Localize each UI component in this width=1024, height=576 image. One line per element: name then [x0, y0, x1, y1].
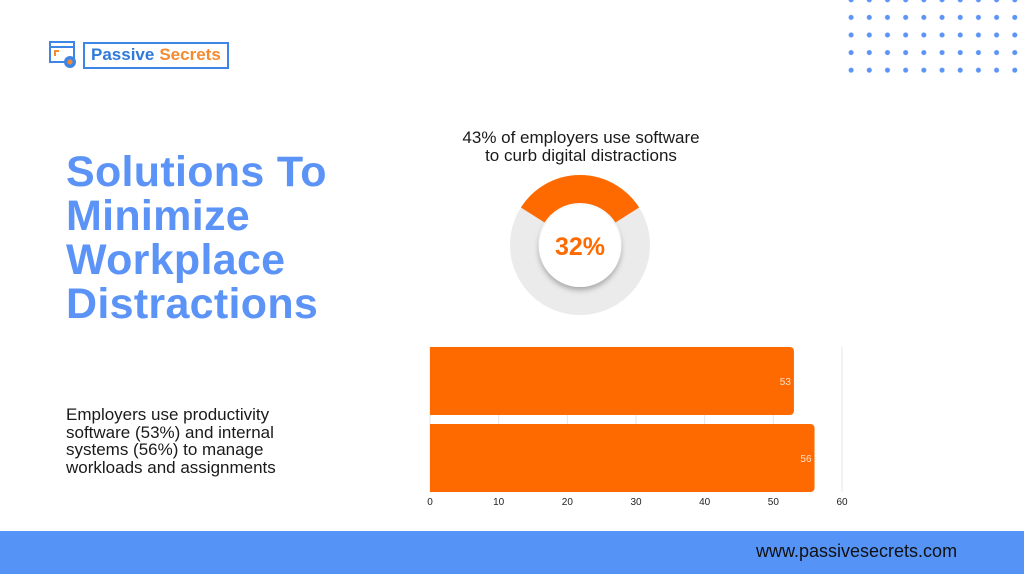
x-tick-label: 40 — [699, 497, 711, 508]
x-tick-label: 60 — [836, 497, 848, 508]
page-title: Solutions To Minimize Workplace Distract… — [66, 150, 327, 326]
description-text: Employers use productivity software (53%… — [66, 405, 276, 477]
logo-wordmark: Passive Secrets — [83, 41, 229, 69]
bar-data-label: 53 — [780, 377, 792, 388]
x-tick-label: 50 — [768, 497, 780, 508]
decorative-dot-grid — [842, 0, 1024, 79]
logo-word-passive: Passive — [91, 45, 155, 64]
title-line: Workplace — [66, 236, 286, 284]
title-line: Solutions To — [66, 148, 327, 196]
x-tick-label: 0 — [427, 497, 433, 508]
donut-chart: 32% — [510, 175, 650, 315]
title-line: Minimize — [66, 192, 250, 240]
bar — [430, 424, 815, 492]
logo-word-secrets: Secrets — [159, 45, 221, 64]
x-tick-label: 20 — [562, 497, 574, 508]
x-tick-label: 10 — [493, 497, 505, 508]
donut-value-arc — [520, 175, 640, 224]
footer-url[interactable]: www.passivesecrets.com — [756, 541, 958, 561]
bar — [430, 347, 794, 415]
donut-heading: 43% of employers use software to curb di… — [420, 129, 742, 165]
donut-center — [539, 205, 621, 287]
donut-heading-line: to curb digital distractions — [485, 146, 677, 165]
bar-data-label: 56 — [800, 454, 812, 465]
footer-bar: www.passivesecrets.com — [0, 531, 1024, 574]
donut-heading-line: 43% of employers use software — [462, 128, 700, 147]
title-line: Distractions — [66, 280, 319, 328]
bar-left-edge — [430, 424, 438, 492]
bar-left-edge — [430, 347, 438, 415]
donut-value-label: 32% — [555, 233, 605, 261]
browser-gear-icon — [49, 41, 76, 68]
x-tick-label: 30 — [630, 497, 642, 508]
bar-chart: 0 10 20 30 40 50 60 53 56 — [427, 347, 848, 508]
logo: Passive Secrets — [49, 40, 229, 70]
